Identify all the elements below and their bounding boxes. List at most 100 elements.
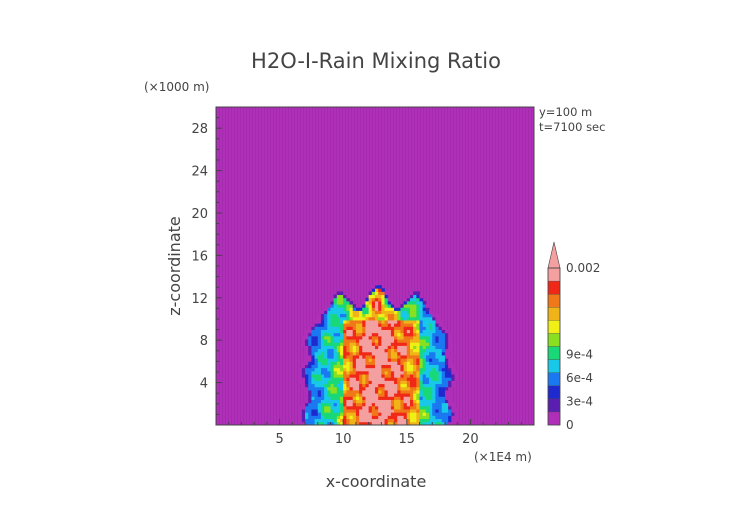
- field-cell: [333, 348, 338, 353]
- field-cell: [419, 335, 424, 340]
- field-cell: [375, 402, 379, 407]
- field-cell: [416, 402, 420, 407]
- field-cell: [305, 342, 309, 346]
- field-cell: [378, 345, 382, 350]
- field-cell: [375, 285, 379, 289]
- field-cell: [451, 367, 455, 372]
- field-cell: [359, 358, 363, 362]
- field-cell: [416, 364, 420, 369]
- field-cell: [371, 377, 376, 381]
- field-cell: [327, 345, 331, 350]
- field-cell: [324, 367, 328, 372]
- field-cell: [397, 361, 401, 365]
- field-cell: [425, 335, 430, 340]
- field-cell: [352, 335, 357, 340]
- field-cell: [400, 304, 405, 308]
- field-cell: [403, 380, 408, 385]
- field-cell: [330, 367, 335, 372]
- field-cell: [330, 361, 335, 365]
- field-cell: [406, 393, 411, 397]
- field-cell: [336, 316, 341, 321]
- field-cell: [416, 418, 420, 423]
- field-cell: [387, 300, 392, 305]
- field-cell: [419, 345, 424, 350]
- field-cell: [340, 316, 344, 321]
- field-cell: [444, 380, 449, 385]
- field-cell: [448, 415, 452, 420]
- field-cell: [425, 421, 430, 426]
- field-cell: [362, 412, 366, 416]
- field-cell: [429, 418, 433, 423]
- field-cell: [317, 358, 322, 362]
- field-cell: [422, 307, 427, 311]
- colorbar-swatch: [547, 398, 561, 413]
- field-cell: [441, 361, 446, 365]
- field-cell: [400, 421, 405, 426]
- field-cell: [308, 348, 312, 353]
- field-cell: [441, 370, 446, 375]
- field-cell: [330, 402, 335, 407]
- field-cell: [451, 405, 455, 410]
- field-cell: [359, 421, 363, 426]
- field-cell: [416, 393, 420, 397]
- field-cell: [314, 339, 319, 343]
- field-cell: [314, 320, 319, 324]
- field-cell: [349, 383, 354, 388]
- field-cell: [406, 415, 411, 420]
- field-cell: [330, 415, 335, 420]
- field-cell: [413, 361, 417, 365]
- field-cell: [324, 418, 328, 423]
- field-cell: [346, 393, 350, 397]
- field-cell: [314, 415, 319, 420]
- field-cell: [327, 335, 331, 340]
- field-cell: [305, 421, 309, 426]
- field-cell: [390, 348, 395, 353]
- field-cell: [346, 329, 350, 334]
- field-cell: [371, 393, 376, 397]
- field-cell: [317, 390, 322, 394]
- field-cell: [298, 380, 303, 385]
- field-cell: [422, 380, 427, 385]
- field-cell: [432, 332, 436, 337]
- rain-field: [298, 281, 459, 426]
- field-cell: [333, 345, 338, 350]
- field-cell: [397, 316, 401, 321]
- field-cell: [422, 358, 427, 362]
- field-cell: [441, 402, 446, 407]
- field-cell: [301, 335, 306, 340]
- field-cell: [365, 361, 370, 365]
- field-cell: [397, 405, 401, 410]
- field-cell: [359, 342, 363, 346]
- field-cell: [359, 313, 363, 318]
- field-cell: [340, 348, 344, 353]
- field-cell: [413, 294, 417, 299]
- field-cell: [390, 326, 395, 330]
- field-cell: [390, 316, 395, 321]
- field-cell: [301, 383, 306, 388]
- field-cell: [311, 342, 315, 346]
- field-cell: [317, 418, 322, 423]
- field-cell: [343, 364, 347, 369]
- field-cell: [416, 374, 420, 378]
- field-cell: [397, 383, 401, 388]
- field-cell: [346, 364, 350, 369]
- field-cell: [368, 291, 373, 296]
- field-cell: [349, 402, 354, 407]
- field-cell: [384, 326, 389, 330]
- field-cell: [365, 358, 370, 362]
- field-cell: [413, 402, 417, 407]
- field-cell: [429, 364, 433, 369]
- field-cell: [403, 342, 408, 346]
- field-cell: [343, 402, 347, 407]
- field-cell: [409, 415, 414, 420]
- field-cell: [333, 367, 338, 372]
- field-cell: [362, 405, 366, 410]
- field-cell: [375, 335, 379, 340]
- field-cell: [311, 329, 315, 334]
- field-cell: [346, 421, 350, 426]
- colorbar-swatch: [547, 280, 561, 295]
- field-cell: [336, 393, 341, 397]
- field-cell: [438, 323, 443, 327]
- field-cell: [416, 323, 420, 327]
- field-cell: [390, 345, 395, 350]
